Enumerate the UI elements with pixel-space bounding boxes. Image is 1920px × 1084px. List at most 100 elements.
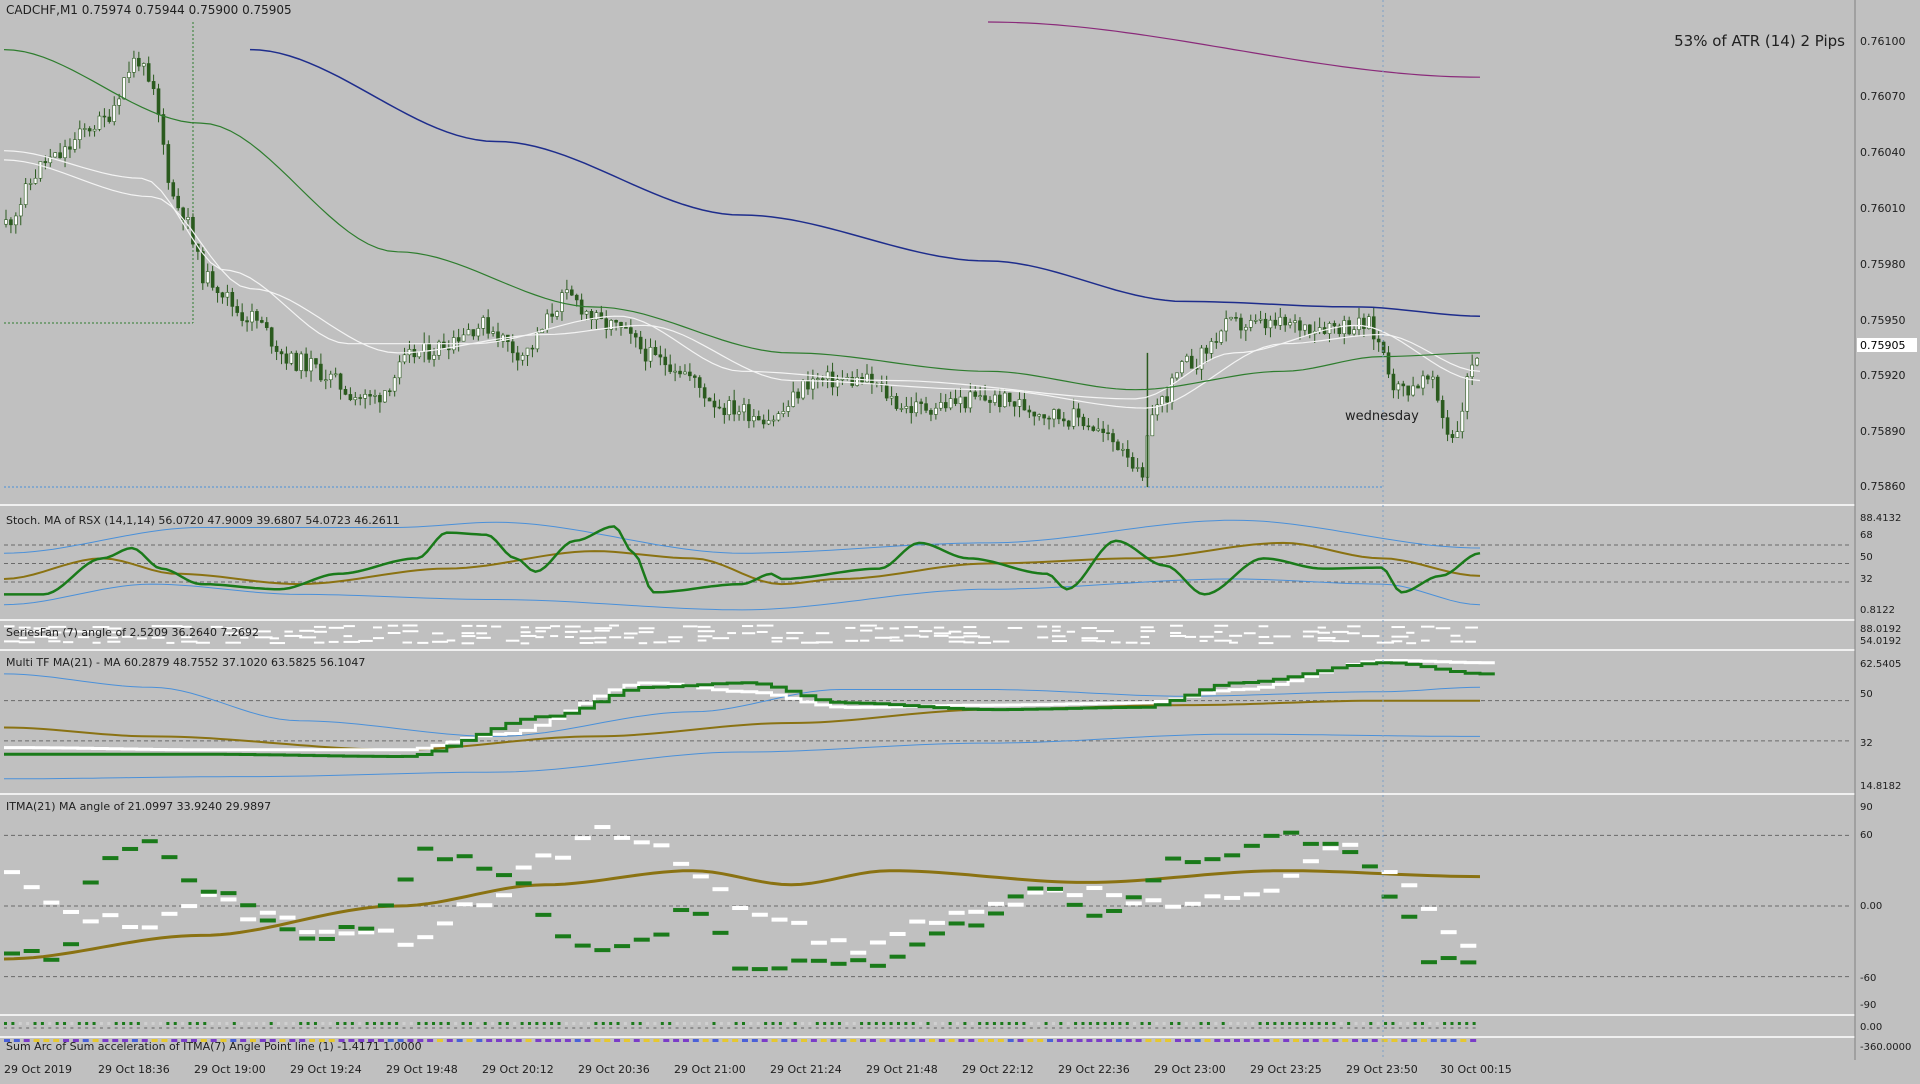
time-label: 29 Oct 19:48 [386, 1063, 458, 1076]
candle [68, 138, 72, 158]
candle-body [1357, 317, 1361, 330]
candle-body [368, 394, 372, 397]
dot-strip-pane[interactable] [4, 1022, 1476, 1029]
sum-arc-mark [1086, 1039, 1093, 1042]
sum-arc-mark [604, 1039, 611, 1042]
candle-body [1460, 410, 1465, 432]
main-price-chart[interactable] [3, 21, 1481, 488]
candle [653, 340, 658, 356]
price-label: 0.76040 [1860, 146, 1906, 159]
strip-dot [1273, 1027, 1277, 1029]
candle-body [1347, 320, 1351, 335]
strip-dot [439, 1027, 443, 1029]
candle [4, 209, 8, 228]
series-fan-pane[interactable] [4, 624, 1478, 645]
dash-mark-green [43, 957, 60, 962]
fan-segment [1258, 642, 1274, 645]
candle [1357, 307, 1361, 337]
candle-body [323, 379, 328, 382]
strip-dot [446, 1027, 450, 1029]
stoch-rsx-pane[interactable] [3, 519, 1850, 611]
itma-angle-pane[interactable] [3, 825, 1850, 978]
candle-body [633, 333, 638, 338]
fan-segment [756, 624, 774, 627]
sum-arc-mark [348, 1039, 355, 1042]
fan-segment [63, 641, 74, 644]
candle [1037, 413, 1041, 421]
candle-body [712, 400, 717, 408]
sum-arc-mark [860, 1039, 867, 1042]
candle-body [412, 349, 417, 358]
fan-segment [1420, 625, 1435, 628]
price-label: 0.76100 [1860, 35, 1906, 48]
strip-dot [1147, 1022, 1151, 1025]
candle-body [1076, 408, 1081, 418]
candle-body [1125, 448, 1130, 458]
fan-segment [1214, 630, 1223, 633]
fan-segment [343, 640, 360, 643]
candle [978, 386, 982, 401]
sum-arc-mark [840, 1039, 847, 1042]
strip-dot [424, 1027, 428, 1029]
candle-body [1421, 375, 1425, 389]
candle-body [1332, 323, 1337, 327]
candle-body [1199, 347, 1204, 370]
candle [569, 285, 574, 296]
strip-dot [1450, 1022, 1454, 1025]
strip-dot [188, 1027, 192, 1029]
strip-dot [218, 1027, 222, 1029]
dash-mark-green [259, 918, 276, 923]
candle-body [1086, 425, 1091, 428]
dash-mark-green [1283, 830, 1300, 835]
sum-arc-pane[interactable] [4, 1039, 1477, 1042]
fan-segment [756, 630, 768, 633]
strip-dot [535, 1022, 539, 1025]
candle-body [1116, 441, 1120, 451]
strip-dot [1111, 1022, 1114, 1025]
candle-body [328, 373, 333, 381]
strip-dot [786, 1022, 790, 1025]
sum-arc-mark [1243, 1039, 1250, 1042]
pane3-axis-label: 50 [1860, 689, 1873, 700]
candle-body [363, 394, 367, 399]
candle [28, 178, 33, 191]
strip-dot [1125, 1022, 1129, 1025]
candle-body [968, 391, 973, 409]
fan-segment [889, 639, 904, 642]
candle-body [668, 364, 673, 372]
candle [220, 291, 225, 304]
dash-mark-green [1401, 914, 1418, 919]
strip-dot [40, 1027, 44, 1029]
fan-segment [225, 632, 239, 635]
strip-dot [210, 1022, 214, 1025]
candle-body [491, 331, 495, 334]
candle-body [1037, 414, 1041, 417]
candle-body [1007, 392, 1012, 402]
candle-body [550, 313, 554, 317]
candle-body [274, 345, 279, 352]
fan-segment [166, 641, 175, 644]
candle-body [466, 329, 471, 336]
candle [432, 347, 436, 367]
dash-mark-white [948, 910, 965, 915]
candle [776, 411, 781, 422]
candle-body [761, 419, 766, 425]
strip-dot [395, 1022, 399, 1025]
strip-dot [697, 1022, 701, 1025]
strip-dot [513, 1027, 517, 1029]
strip-dot [11, 1022, 15, 1025]
strip-dot [1465, 1022, 1469, 1025]
sum-arc-mark [1430, 1039, 1437, 1042]
candle-body [683, 371, 687, 375]
candle [894, 393, 899, 411]
sum-arc-mark [289, 1039, 296, 1042]
dash-mark-green [810, 958, 827, 963]
dash-mark-white [82, 919, 99, 924]
strip-dot [1184, 1022, 1188, 1025]
fan-segment [402, 624, 418, 627]
multi-tf-ma-pane[interactable] [3, 659, 1850, 780]
strip-dot [1332, 1022, 1336, 1025]
strip-dot [852, 1027, 856, 1029]
candle [373, 389, 377, 404]
